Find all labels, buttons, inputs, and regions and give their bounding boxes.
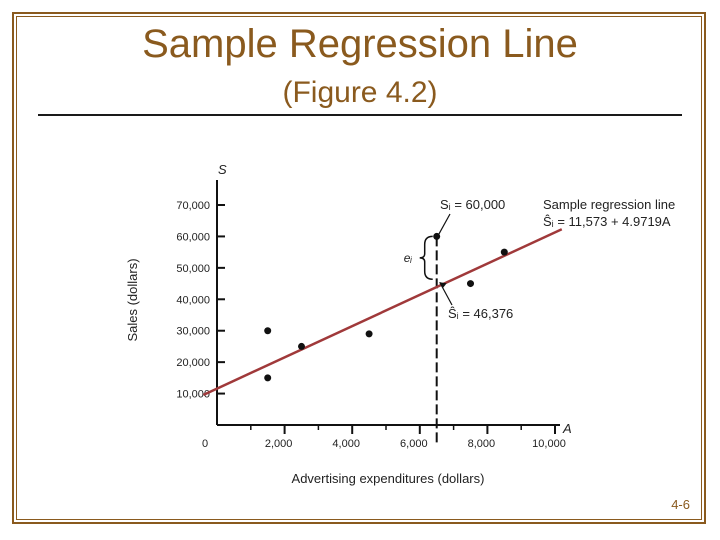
observed-value-label: Sᵢ = 60,000 bbox=[440, 197, 505, 212]
x-axis-label: Advertising expenditures (dollars) bbox=[292, 471, 485, 486]
y-ticks: 10,000 20,000 30,000 40,000 50,000 60,000 70,0… bbox=[176, 200, 225, 401]
y-tick-label: 60,000 bbox=[176, 231, 210, 243]
residual-label: eᵢ bbox=[404, 251, 413, 265]
regression-line bbox=[202, 228, 563, 397]
fitted-value-label: Ŝᵢ = 46,376 bbox=[448, 306, 513, 321]
slide-subtitle: (Figure 4.2) bbox=[282, 76, 438, 109]
page-number: 4-6 bbox=[671, 497, 690, 512]
slide-title: Sample Regression Line bbox=[142, 22, 578, 66]
residual-brace bbox=[419, 235, 433, 280]
y-tick-label: 30,000 bbox=[176, 326, 210, 338]
x-tick-label: 10,000 bbox=[532, 438, 566, 450]
data-point bbox=[433, 232, 441, 240]
x-tick-label: 0 bbox=[202, 438, 208, 450]
slide-frame-outer bbox=[12, 12, 706, 524]
y-axis-symbol: S bbox=[218, 162, 227, 177]
regression-equation-label: Ŝᵢ = 11,573 + 4.9719A bbox=[543, 214, 671, 229]
x-tick-label: 2,000 bbox=[265, 438, 293, 450]
data-point bbox=[467, 280, 474, 288]
annotations: eᵢ Sᵢ = 60,000 Ŝᵢ = 46,376 Sample regressio… bbox=[404, 197, 676, 321]
data-point bbox=[264, 374, 272, 382]
observed-pointer-line bbox=[438, 213, 451, 235]
chart-axes bbox=[216, 180, 560, 426]
title-divider bbox=[38, 114, 682, 116]
x-tick-label: 4,000 bbox=[332, 438, 360, 450]
y-tick-label: 70,000 bbox=[176, 200, 210, 212]
data-point bbox=[500, 248, 508, 256]
x-ticks: 0 2,000 4,000 6,000 8,000 10,000 bbox=[202, 425, 566, 450]
data-point bbox=[298, 342, 305, 350]
y-tick-label: 40,000 bbox=[176, 294, 210, 306]
x-tick-label: 8,000 bbox=[468, 438, 496, 450]
x-tick-label: 6,000 bbox=[400, 438, 428, 450]
regression-label-line1: Sample regression line bbox=[543, 197, 675, 212]
data-point bbox=[365, 330, 373, 338]
x-axis-symbol: A bbox=[562, 421, 572, 436]
regression-line-group bbox=[202, 228, 563, 397]
fitted-pointer-arrowhead bbox=[439, 282, 447, 289]
y-tick-label: 50,000 bbox=[176, 263, 210, 275]
y-axis-label: Sales (dollars) bbox=[125, 258, 140, 341]
y-tick-label: 20,000 bbox=[176, 357, 210, 369]
data-point bbox=[264, 327, 272, 335]
y-tick-label: 10,000 bbox=[176, 389, 210, 401]
slide-frame-inner bbox=[16, 16, 702, 520]
data-points bbox=[264, 232, 508, 382]
